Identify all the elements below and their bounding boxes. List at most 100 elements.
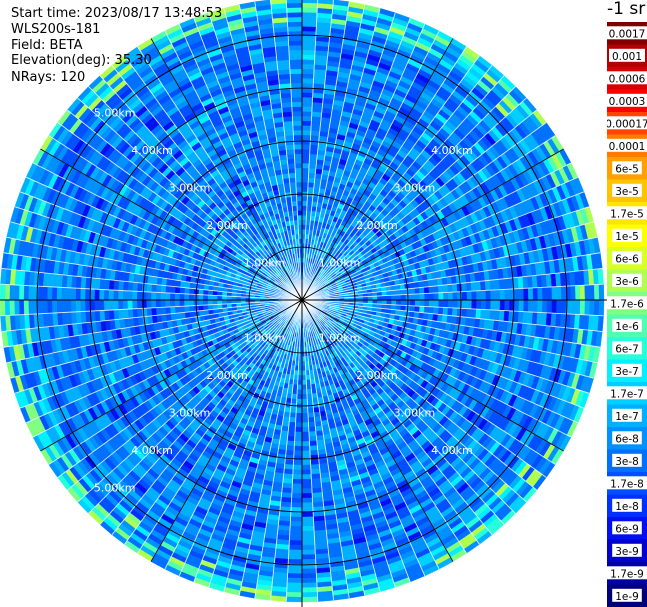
- data-cell: [437, 306, 444, 316]
- data-cell: [289, 535, 303, 541]
- data-cell: [317, 595, 334, 602]
- data-cell: [414, 299, 421, 307]
- data-cell: [428, 292, 435, 301]
- data-cell: [301, 573, 317, 579]
- data-cell: [301, 502, 314, 508]
- data-cell: [410, 299, 416, 307]
- data-cell: [308, 158, 318, 165]
- data-cell: [447, 283, 454, 293]
- data-cell: [447, 291, 454, 301]
- data-cell: [424, 299, 430, 307]
- data-cell: [301, 167, 310, 174]
- data-cell: [301, 464, 312, 471]
- data-cell: [597, 315, 604, 332]
- data-cell: [424, 293, 430, 301]
- data-cell: [452, 291, 458, 301]
- data-cell: [294, 426, 303, 433]
- data-cell: [286, 587, 303, 593]
- data-cell: [504, 299, 510, 312]
- data-cell: [461, 282, 468, 292]
- data-cell: [428, 299, 435, 308]
- data-cell: [287, 568, 303, 574]
- data-cell: [301, 516, 314, 523]
- data-cell: [287, 558, 303, 565]
- data-cell: [291, 488, 303, 494]
- data-cell: [301, 172, 309, 178]
- data-cell: [301, 393, 308, 400]
- data-cell: [285, 596, 303, 603]
- data-cell: [301, 474, 312, 480]
- data-cell: [301, 44, 316, 51]
- data-cell: [301, 535, 315, 541]
- data-cell: [301, 459, 311, 466]
- data-cell: [527, 299, 534, 313]
- data-cell: [466, 281, 472, 292]
- data-cell: [286, 577, 303, 584]
- data-cell: [289, 525, 303, 532]
- data-cell: [461, 291, 468, 301]
- data-cell: [301, 422, 309, 428]
- data-cell: [537, 299, 543, 313]
- data-cell: [457, 299, 463, 309]
- data-cell: [290, 516, 303, 523]
- data-cell: [513, 288, 520, 301]
- data-cell: [288, 417, 297, 423]
- data-cell: [433, 285, 439, 294]
- data-cell: [270, 595, 287, 602]
- data-cell: [289, 521, 303, 527]
- data-cell: [381, 295, 388, 301]
- data-cell: [309, 148, 319, 155]
- data-cell: [293, 450, 303, 456]
- data-cell: [301, 587, 318, 593]
- data-cell: [301, 92, 314, 98]
- data-cell: [301, 445, 311, 452]
- data-cell: [301, 16, 318, 23]
- data-cell: [286, 591, 303, 598]
- data-cell: [291, 497, 303, 504]
- data-cell: [307, 181, 315, 188]
- data-cell: [301, 2, 318, 9]
- data-cell: [381, 299, 388, 305]
- data-cell: [294, 431, 303, 438]
- data-cell: [551, 299, 558, 314]
- data-cell: [301, 426, 310, 433]
- data-cell: [301, 106, 313, 112]
- data-cell: [301, 153, 310, 159]
- data-cell: [443, 299, 449, 308]
- data-cell: [301, 469, 312, 475]
- data-cell: [291, 483, 303, 490]
- data-cell: [301, 73, 315, 79]
- data-cell: [301, 408, 309, 414]
- data-cell: [579, 299, 586, 316]
- data-cell: [409, 305, 416, 313]
- data-cell: [296, 398, 303, 405]
- data-cell: [295, 417, 303, 423]
- data-cell: [308, 167, 317, 174]
- data-cell: [442, 284, 449, 293]
- data-cell: [301, 379, 307, 386]
- data-cell: [301, 139, 311, 145]
- data-cell: [286, 440, 295, 447]
- data-cell: [301, 488, 313, 494]
- data-cell: [301, 591, 318, 598]
- data-cell: [301, 521, 315, 527]
- data-cell: [307, 407, 315, 414]
- data-cell: [301, 144, 311, 150]
- data-cell: [288, 554, 303, 560]
- data-cell: [289, 530, 303, 537]
- data-cell: [386, 299, 392, 305]
- data-cell: [414, 305, 421, 313]
- data-cell: [400, 299, 407, 306]
- data-cell: [523, 299, 529, 313]
- data-cell: [290, 511, 303, 518]
- data-cell: [301, 525, 315, 532]
- data-cell: [532, 287, 539, 301]
- data-cell: [438, 292, 444, 301]
- data-cell: [301, 40, 316, 46]
- data-cell: [310, 130, 321, 136]
- data-cell: [301, 11, 318, 18]
- data-cell: [285, 445, 295, 452]
- data-cell: [307, 417, 316, 423]
- data-cell: [480, 290, 487, 301]
